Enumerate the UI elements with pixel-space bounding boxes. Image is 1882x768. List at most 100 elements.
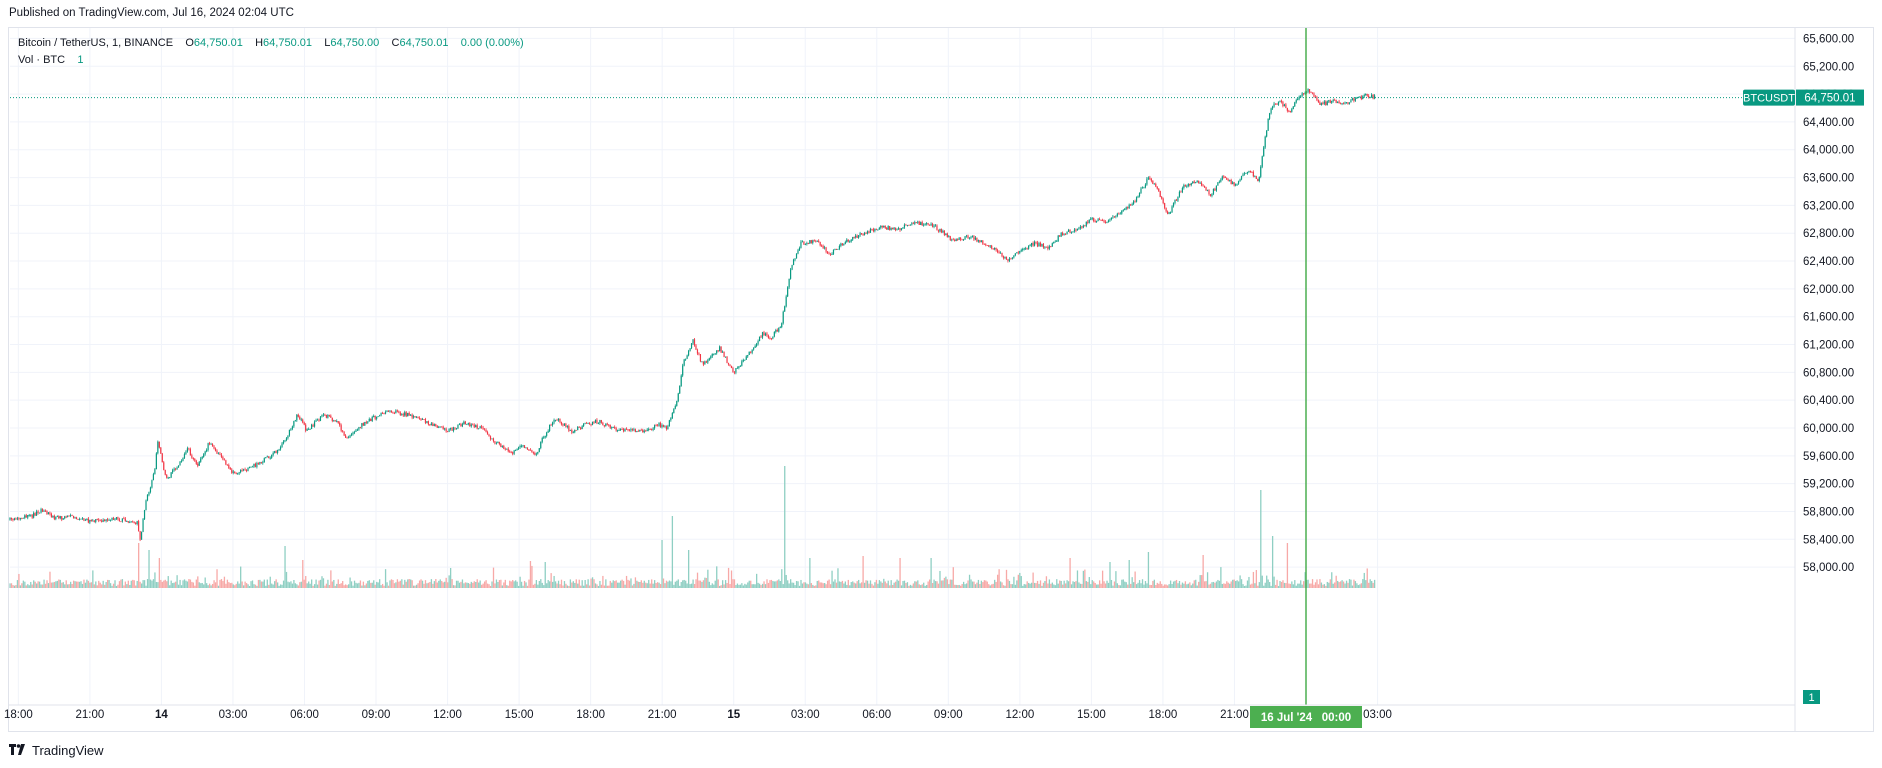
volume-bar	[908, 585, 910, 588]
volume-bar	[748, 580, 750, 588]
candle-body	[949, 236, 951, 241]
volume-bar	[104, 584, 106, 588]
time-tick-label: 18:00	[576, 709, 605, 721]
candle-body	[339, 422, 341, 426]
candle-body	[517, 447, 520, 449]
volume-bar	[200, 583, 202, 588]
candle-body	[597, 423, 600, 425]
volume-bar	[1224, 583, 1226, 588]
candle-body	[256, 463, 258, 467]
candle-body	[590, 424, 592, 426]
volume-bar	[305, 575, 307, 588]
volume-bar	[1214, 582, 1216, 588]
volume-bar	[16, 580, 19, 588]
volume-bar	[683, 579, 685, 588]
volume-bar	[580, 585, 582, 588]
volume-bar	[797, 581, 799, 588]
brand-name: TradingView	[32, 743, 104, 758]
volume-bar	[380, 585, 382, 588]
candle-body	[934, 225, 937, 227]
candle-body	[108, 519, 110, 521]
candle-body	[1212, 188, 1215, 194]
candle-body	[1035, 241, 1037, 243]
candle-body	[653, 425, 656, 429]
volume-bar	[874, 582, 876, 588]
candle-body	[281, 443, 283, 448]
volume-bar	[980, 580, 983, 588]
volume-bar	[692, 579, 694, 588]
chart-frame[interactable]	[8, 27, 1874, 732]
volume-bar	[955, 584, 957, 588]
volume-bar	[72, 580, 75, 588]
candle-body	[721, 351, 724, 353]
volume-bar	[656, 582, 659, 588]
candle-body	[782, 311, 784, 324]
symbol-title[interactable]: Bitcoin / TetherUS, 1, BINANCE	[18, 37, 174, 49]
price-axis[interactable]: 58,000.0058,400.0058,800.0059,200.0059,6…	[1794, 27, 1854, 732]
volume-bar	[1084, 569, 1086, 588]
candle-body	[591, 421, 594, 425]
candle-body	[821, 245, 823, 247]
candle-body	[600, 420, 602, 423]
volume-bar	[1251, 583, 1253, 588]
volume-bar	[423, 583, 425, 588]
volume-bar	[1016, 580, 1018, 588]
volume-bar	[322, 578, 325, 588]
volume-bar	[158, 558, 161, 588]
time-axis[interactable]: 18:00 21:00 14 03:00 06:00 09:00 12:00 15:00 18:…	[4, 704, 1795, 721]
volume-bar	[866, 580, 869, 588]
volume-bar	[543, 585, 545, 588]
candle-body	[673, 408, 675, 414]
volume-bar	[1081, 583, 1083, 588]
candle-body	[661, 425, 663, 428]
candle-body	[188, 448, 190, 450]
candle-body	[290, 428, 292, 430]
candle-body	[1365, 93, 1367, 96]
volume-bar	[1267, 579, 1269, 588]
time-tick-label: 03:00	[1363, 709, 1392, 721]
volume-bar	[757, 582, 759, 588]
volume-bar	[53, 581, 56, 588]
volume-bar	[989, 585, 991, 588]
candle-body	[235, 472, 237, 474]
candle-body	[996, 250, 999, 252]
volume-bar	[457, 580, 459, 588]
candle-body	[1214, 188, 1216, 191]
volume-label[interactable]: Vol · BTC	[18, 54, 66, 66]
candle-body	[844, 242, 846, 244]
candle-body	[943, 230, 945, 235]
candle-body	[896, 229, 898, 231]
candle-body	[1282, 101, 1284, 107]
candle-body	[350, 434, 353, 436]
candle-body	[180, 460, 183, 462]
volume-bar	[1202, 555, 1204, 588]
candle-body	[1141, 187, 1144, 189]
volume-bar	[572, 581, 574, 588]
volume-bar	[900, 585, 903, 588]
volume-bar	[612, 580, 614, 588]
volume-bar	[1075, 581, 1077, 588]
volume-bar	[36, 583, 38, 588]
candle-body	[62, 518, 64, 520]
candle-body	[736, 367, 738, 369]
tradingview-brand[interactable]: TradingView	[9, 743, 104, 758]
volume-bar	[405, 581, 407, 588]
volume-bar	[1227, 582, 1229, 588]
candle-body	[1087, 221, 1089, 223]
volume-bar	[1195, 579, 1197, 588]
candle-body	[95, 519, 97, 522]
candle-body	[1081, 226, 1083, 228]
candle-body	[84, 519, 86, 521]
candle-body	[531, 450, 533, 453]
candle-body	[1084, 225, 1086, 227]
candle-body	[340, 425, 342, 431]
volume-bar	[1082, 570, 1085, 588]
volume-bar	[473, 581, 475, 588]
volume-bar	[971, 581, 974, 588]
candle-body	[53, 515, 55, 520]
volume-bar	[448, 575, 450, 588]
volume-bar	[1240, 579, 1243, 588]
volume-bar	[588, 585, 591, 588]
volume-bar	[560, 579, 563, 588]
